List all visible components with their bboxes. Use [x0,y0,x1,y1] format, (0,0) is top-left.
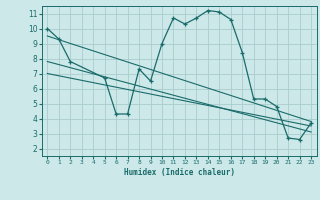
X-axis label: Humidex (Indice chaleur): Humidex (Indice chaleur) [124,168,235,177]
